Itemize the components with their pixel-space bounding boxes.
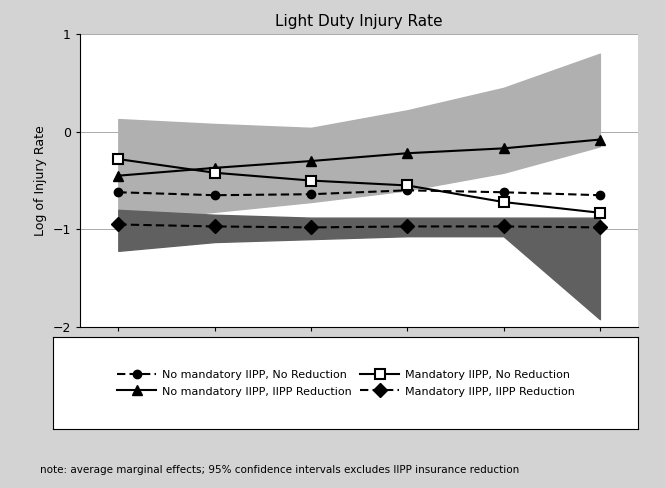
Y-axis label: Log of Injury Rate: Log of Injury Rate — [34, 125, 47, 236]
X-axis label: Percent Union: Percent Union — [311, 355, 408, 368]
Title: Light Duty Injury Rate: Light Duty Injury Rate — [275, 14, 443, 29]
Legend: No mandatory IIPP, No Reduction, No mandatory IIPP, IIPP Reduction, Mandatory II: No mandatory IIPP, No Reduction, No mand… — [112, 364, 580, 402]
Text: note: average marginal effects; 95% confidence intervals excludes IIPP insurance: note: average marginal effects; 95% conf… — [40, 466, 519, 475]
